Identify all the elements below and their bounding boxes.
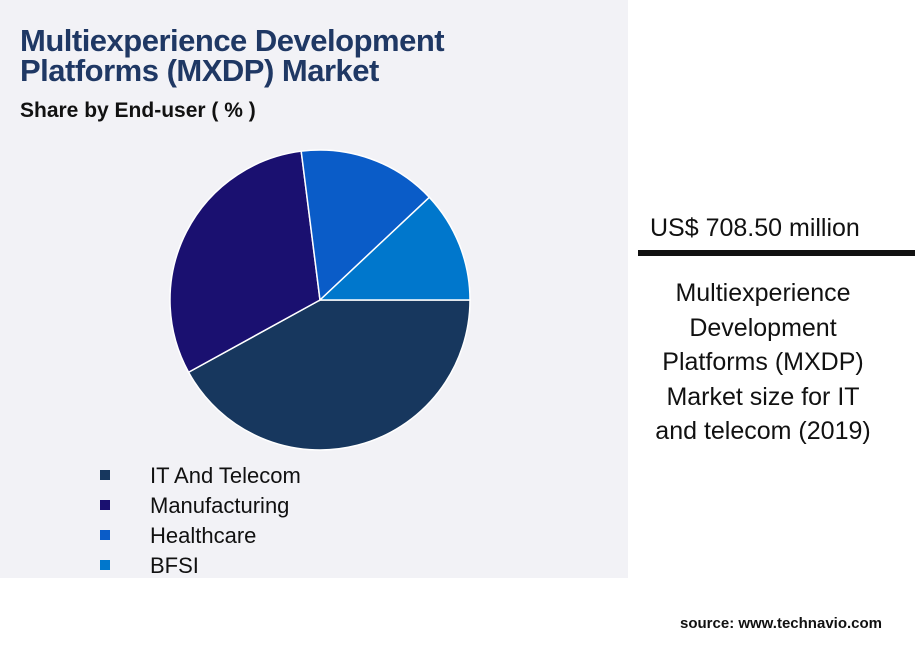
legend-swatch — [100, 470, 110, 480]
pie-slice — [169, 150, 321, 374]
pie-slice — [187, 299, 471, 451]
highlight-description: Multiexperience Development Platforms (M… — [655, 279, 871, 445]
chart-title: Multiexperience Development Platforms (M… — [20, 23, 445, 88]
legend-label: Manufacturing — [150, 493, 289, 518]
pie-slice — [318, 196, 471, 301]
chart: IT And Telecom Manufacturing Healthcare BFS… — [100, 149, 471, 578]
legend-swatch — [100, 560, 110, 570]
legend-label: IT And Telecom — [150, 463, 301, 488]
highlight-value: US$ 708.50 million — [650, 214, 860, 242]
source: source: www.technavio.com — [680, 615, 882, 632]
legend-swatch — [100, 530, 110, 540]
legend-label: BFSI — [150, 553, 199, 578]
chart-subtitle: Share by End-user ( % ) — [20, 99, 256, 122]
legend-label: Healthcare — [150, 523, 256, 548]
pie-slice — [300, 149, 431, 302]
divider — [638, 250, 915, 256]
legend-swatch — [100, 500, 110, 510]
info-panel — [628, 0, 915, 648]
